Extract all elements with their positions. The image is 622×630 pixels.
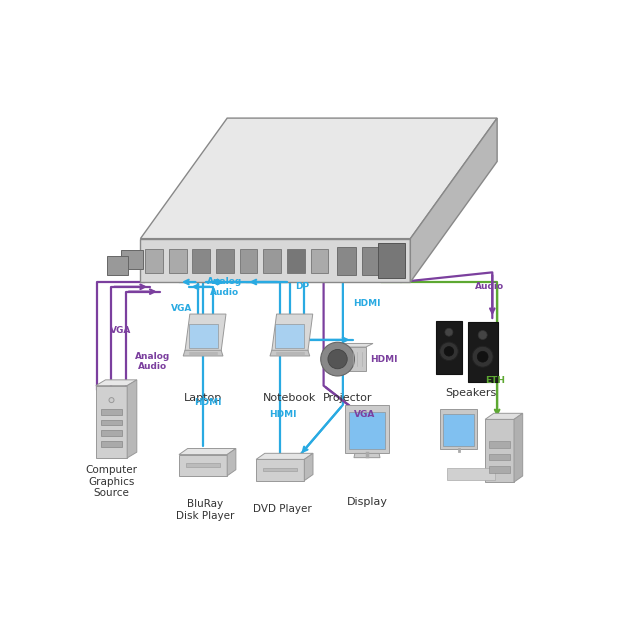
Bar xyxy=(101,441,123,447)
Bar xyxy=(107,256,128,275)
Bar xyxy=(338,248,356,275)
Polygon shape xyxy=(227,449,236,476)
Text: Projector: Projector xyxy=(323,393,373,403)
Text: DVD Player: DVD Player xyxy=(253,504,312,513)
Text: BluRay
Disk Player: BluRay Disk Player xyxy=(176,499,234,520)
Bar xyxy=(188,324,218,348)
Bar xyxy=(349,411,385,449)
Bar xyxy=(101,420,123,425)
Bar xyxy=(468,322,498,382)
Circle shape xyxy=(440,342,458,360)
Bar xyxy=(146,249,163,273)
Bar xyxy=(490,454,509,460)
Bar xyxy=(378,243,405,278)
Polygon shape xyxy=(183,350,223,356)
Bar xyxy=(310,249,328,273)
Bar xyxy=(276,324,304,348)
Bar xyxy=(263,468,297,471)
Polygon shape xyxy=(304,454,313,481)
Circle shape xyxy=(109,398,114,403)
Circle shape xyxy=(478,331,487,340)
Text: Laptop: Laptop xyxy=(184,393,222,403)
Text: HDMI: HDMI xyxy=(353,299,381,308)
Polygon shape xyxy=(440,410,476,449)
Bar xyxy=(447,467,494,479)
Bar xyxy=(186,463,220,466)
Polygon shape xyxy=(179,449,236,455)
Text: HDMI: HDMI xyxy=(370,355,397,364)
Polygon shape xyxy=(345,405,389,453)
Text: Analog
Audio: Analog Audio xyxy=(207,277,243,297)
Bar xyxy=(169,249,187,273)
Text: HDMI: HDMI xyxy=(194,398,221,407)
Bar xyxy=(192,249,210,273)
Bar xyxy=(386,248,405,275)
Bar xyxy=(362,248,381,275)
Text: VGA: VGA xyxy=(354,410,375,419)
Polygon shape xyxy=(127,380,137,458)
Text: HDMI: HDMI xyxy=(269,410,296,419)
Polygon shape xyxy=(354,454,380,457)
Bar xyxy=(121,249,143,269)
Bar xyxy=(490,466,509,472)
Polygon shape xyxy=(96,386,127,458)
Polygon shape xyxy=(272,314,313,351)
Circle shape xyxy=(477,352,488,362)
Polygon shape xyxy=(330,343,373,347)
Polygon shape xyxy=(485,413,522,420)
Text: DP: DP xyxy=(295,282,309,291)
Bar xyxy=(216,249,234,273)
Bar xyxy=(239,249,258,273)
Bar xyxy=(101,409,123,415)
Polygon shape xyxy=(514,413,522,482)
Text: Display: Display xyxy=(346,496,388,507)
Bar xyxy=(490,441,509,447)
Circle shape xyxy=(472,346,493,367)
Polygon shape xyxy=(270,350,310,356)
Text: VGA: VGA xyxy=(170,304,192,313)
Text: Computer
Graphics
Source: Computer Graphics Source xyxy=(85,465,137,498)
Text: Speakers: Speakers xyxy=(445,388,496,398)
Polygon shape xyxy=(185,314,226,351)
Polygon shape xyxy=(256,459,304,481)
Polygon shape xyxy=(96,380,137,386)
Polygon shape xyxy=(330,347,366,371)
Bar xyxy=(287,249,305,273)
Text: Notebook: Notebook xyxy=(263,393,317,403)
Polygon shape xyxy=(141,118,497,239)
Bar xyxy=(101,430,123,436)
Polygon shape xyxy=(179,455,227,476)
Circle shape xyxy=(445,328,453,336)
Polygon shape xyxy=(141,239,411,282)
Text: Analog
Audio: Analog Audio xyxy=(135,352,170,371)
Circle shape xyxy=(321,342,355,376)
Polygon shape xyxy=(256,454,313,459)
Bar xyxy=(435,321,462,374)
Polygon shape xyxy=(411,118,497,282)
Bar xyxy=(263,249,281,273)
Bar xyxy=(443,415,474,445)
Polygon shape xyxy=(485,420,514,482)
Text: ETH: ETH xyxy=(485,376,504,386)
Circle shape xyxy=(444,346,453,356)
Text: VGA: VGA xyxy=(111,326,132,335)
Circle shape xyxy=(328,350,347,369)
Text: Audio: Audio xyxy=(475,282,504,291)
